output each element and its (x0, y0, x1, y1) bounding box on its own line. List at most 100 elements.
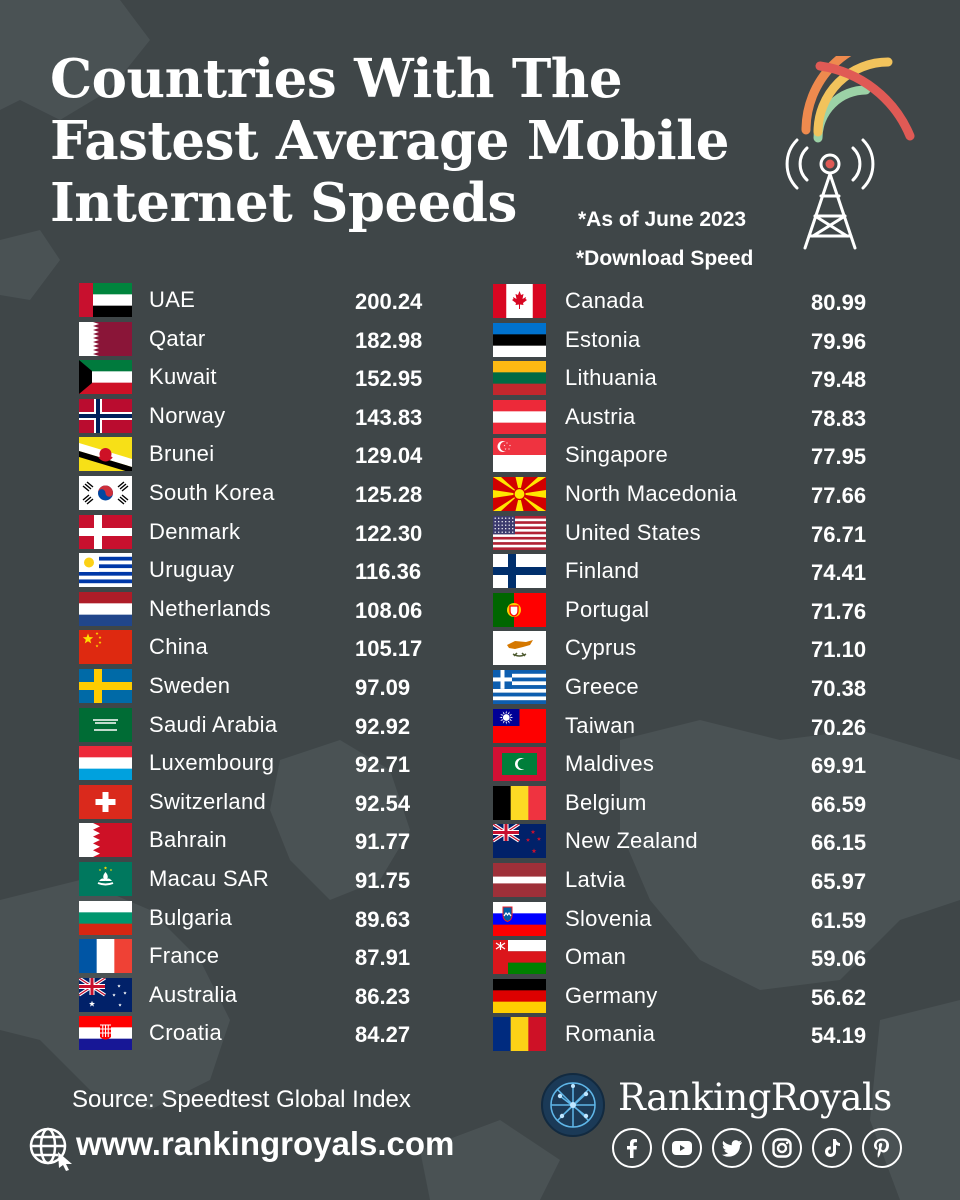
belgium-flag (493, 785, 546, 820)
list-item: Singapore 77.95 (493, 438, 873, 476)
brand-name: RankingRoyals (618, 1076, 892, 1119)
list-item: Sweden 97.09 (79, 669, 459, 707)
brunei-flag (79, 437, 132, 472)
speed-value: 84.27 (355, 1022, 411, 1048)
country-name: Sweden (149, 673, 231, 698)
country-name: Saudi Arabia (149, 711, 278, 737)
list-item: Belgium 66.59 (493, 785, 873, 824)
country-name: Finland (565, 558, 640, 584)
speed-value: 200.24 (355, 289, 423, 314)
oman-flag (493, 940, 546, 975)
country-name: Lithuania (565, 365, 657, 391)
speed-value: 71.10 (811, 637, 867, 663)
uae-flag (79, 283, 132, 317)
norway-flag (79, 398, 132, 433)
speed-value: 77.66 (811, 483, 867, 508)
slovenia-flag (493, 901, 546, 936)
speed-value: 54.19 (811, 1023, 867, 1049)
speed-value: 143.83 (355, 404, 423, 430)
speed-value: 105.17 (355, 636, 423, 662)
speed-value: 89.63 (355, 906, 411, 932)
list-item: Finland 74.41 (493, 554, 873, 592)
list-item: Saudi Arabia 92.92 (79, 707, 459, 746)
speed-value: 79.96 (811, 328, 867, 354)
list-item: Lithuania 79.48 (493, 361, 873, 399)
bulgaria-flag (79, 900, 132, 935)
speed-value: 66.15 (811, 830, 867, 856)
page-title: Countries With The Fastest Average Mobil… (50, 48, 729, 234)
country-name: Norway (149, 402, 226, 428)
speed-value: 108.06 (355, 597, 423, 623)
speed-value: 152.95 (355, 366, 423, 392)
website-link[interactable]: www.rankingroyals.com (76, 1125, 455, 1162)
country-name: Germany (565, 982, 658, 1008)
country-name: Bulgaria (149, 904, 233, 930)
metric-note: *Download Speed (576, 247, 754, 270)
list-item: Switzerland 92.54 (79, 784, 459, 823)
speed-value: 92.71 (355, 752, 411, 778)
germany-flag (493, 978, 546, 1013)
list-item: Austria 78.83 (493, 399, 873, 438)
list-item: Latvia 65.97 (493, 863, 873, 901)
list-item: Oman 59.06 (493, 940, 873, 978)
speed-value: 87.91 (355, 945, 411, 971)
speed-value: 69.91 (811, 753, 867, 779)
list-item: Romania 54.19 (493, 1017, 873, 1055)
speed-value: 125.28 (355, 482, 423, 507)
list-item: Kuwait 152.95 (79, 360, 459, 398)
singapore-flag (493, 438, 546, 473)
country-name: North Macedonia (565, 481, 738, 506)
country-name: Qatar (149, 325, 206, 351)
instagram-icon[interactable] (762, 1128, 802, 1168)
country-name: Switzerland (149, 788, 267, 814)
tiktok-icon[interactable] (812, 1128, 852, 1168)
australia-flag (79, 977, 132, 1012)
speed-value: 70.38 (811, 676, 867, 701)
speed-value: 80.99 (811, 290, 867, 315)
denmark-flag (79, 514, 132, 549)
list-item: Australia 86.23 (79, 977, 459, 1016)
list-item: Bulgaria 89.63 (79, 900, 459, 939)
speed-value: 61.59 (811, 907, 867, 933)
greece-flag (493, 670, 546, 704)
list-item: North Macedonia 77.66 (493, 477, 873, 515)
country-name: Romania (565, 1021, 656, 1047)
speed-value: 122.30 (355, 520, 423, 546)
list-item: Netherlands 108.06 (79, 591, 459, 630)
speed-value: 91.75 (355, 868, 411, 893)
switzerland-flag (79, 784, 132, 819)
taiwan-flag (493, 708, 546, 743)
list-item: Greece 70.38 (493, 670, 873, 708)
pinterest-icon[interactable] (862, 1128, 902, 1168)
list-item: Taiwan 70.26 (493, 708, 873, 747)
speed-value: 70.26 (811, 714, 867, 740)
list-item: Macau SAR 91.75 (79, 862, 459, 900)
speed-value: 92.92 (355, 713, 411, 739)
country-name: Luxembourg (149, 750, 275, 776)
speed-value: 77.95 (811, 444, 867, 470)
country-name: New Zealand (565, 828, 698, 854)
speed-value: 76.71 (811, 521, 867, 547)
country-name: United States (565, 519, 701, 545)
facebook-icon[interactable] (612, 1128, 652, 1168)
country-name: Portugal (565, 596, 650, 622)
portugal-flag (493, 592, 546, 627)
finland-flag (493, 554, 546, 589)
source-credit: Source: Speedtest Global Index (72, 1086, 411, 1113)
maldives-flag (493, 747, 546, 782)
twitter-icon[interactable] (712, 1128, 752, 1168)
list-item: Maldives 69.91 (493, 747, 873, 785)
list-item: Estonia 79.96 (493, 322, 873, 361)
list-item: Uruguay 116.36 (79, 553, 459, 591)
list-item: France 87.91 (79, 939, 459, 977)
country-name: South Korea (149, 480, 275, 505)
canada-flag (493, 284, 546, 318)
country-name: Greece (565, 674, 639, 699)
speed-value: 78.83 (811, 405, 867, 431)
list-item: Norway 143.83 (79, 398, 459, 437)
speed-value: 74.41 (811, 560, 867, 586)
list-item: Croatia 84.27 (79, 1016, 459, 1054)
date-note: *As of June 2023 (578, 208, 747, 231)
youtube-icon[interactable] (662, 1128, 702, 1168)
